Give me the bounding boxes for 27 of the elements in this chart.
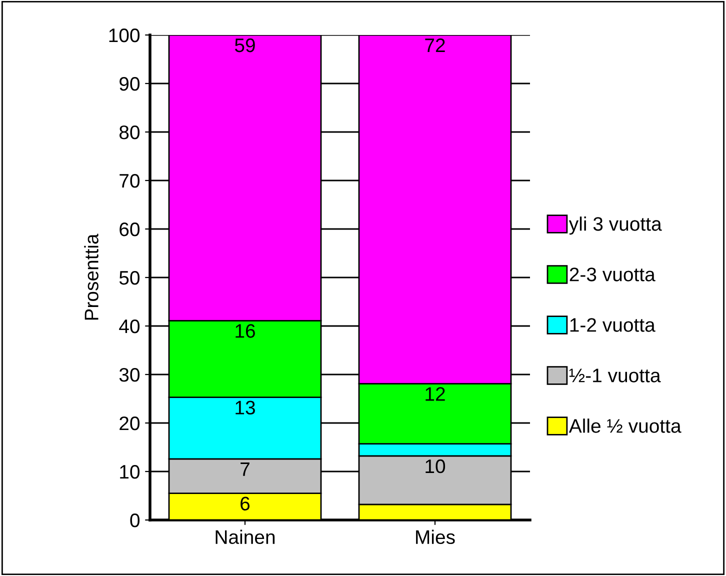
y-tick-label: 0 <box>130 513 140 528</box>
y-tick-label: 90 <box>120 76 140 91</box>
legend-label: 2-3 vuotta <box>570 268 656 282</box>
y-tick-label: 80 <box>119 125 140 140</box>
x-tick-label: Mies <box>416 530 455 544</box>
y-tick-label: 40 <box>119 319 140 334</box>
data-label: 16 <box>236 324 255 338</box>
legend-label: ½-1 vuotta <box>569 368 661 382</box>
y-tick-label: 20 <box>120 416 140 430</box>
data-label: 13 <box>236 400 255 414</box>
y-axis-title: Prosenttia <box>84 234 98 320</box>
data-label: 59 <box>234 38 255 52</box>
data-label: 12 <box>426 387 445 401</box>
y-tick-label: 100 <box>109 28 140 42</box>
x-tick-label: Nainen <box>216 530 275 544</box>
y-tick-label: 50 <box>119 270 140 285</box>
data-label: 72 <box>425 38 445 52</box>
legend-label: Alle ½ vuotta <box>568 418 682 433</box>
y-tick-label: 10 <box>120 464 140 479</box>
y-tick-label: 30 <box>119 368 140 382</box>
legend-label: 1-2 vuotta <box>570 318 656 332</box>
data-label: 7 <box>240 462 250 476</box>
y-tick-label: 60 <box>120 222 140 236</box>
y-tick-label: 70 <box>120 174 140 188</box>
data-label: 6 <box>240 496 250 511</box>
legend-label: yli 3 vuotta <box>568 216 662 235</box>
data-label: 10 <box>426 459 446 474</box>
